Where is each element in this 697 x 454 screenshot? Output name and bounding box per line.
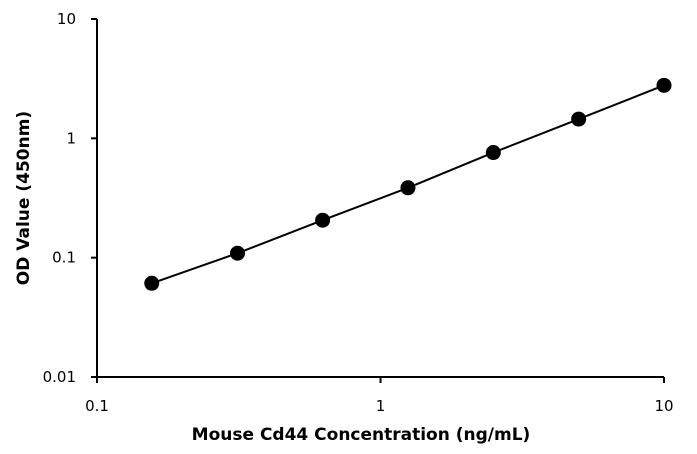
data-point [229,245,245,261]
y-tick-label: 10 [57,10,76,28]
y-tick-label: 0.01 [43,368,76,386]
y-axis-title: OD Value (450nm) [14,111,34,285]
y-tick-label: 0.1 [52,249,76,267]
x-tick-label: 10 [654,397,673,415]
y-tick-label: 1 [66,129,76,147]
data-point [315,212,331,228]
data-point [656,77,672,93]
x-axis-title: Mouse Cd44 Concentration (ng/mL) [192,425,531,445]
series-layer [144,77,672,291]
data-point [144,275,160,291]
plot-area: 0.01 0.1 1 10 0.1 1 10 Mouse Cd44 Concen… [14,10,674,445]
x-tick-label: 1 [376,397,386,415]
x-tick-label: 0.1 [85,397,109,415]
data-point [400,180,416,196]
data-point [485,145,501,161]
data-point [571,111,587,127]
